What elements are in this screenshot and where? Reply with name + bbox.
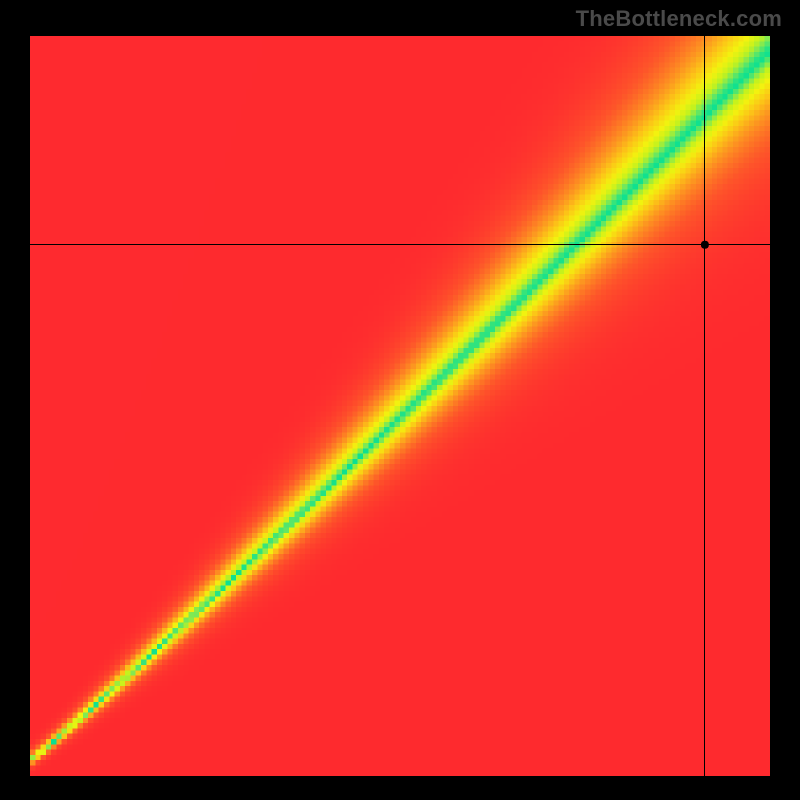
crosshair-dot [30, 36, 770, 776]
heatmap-plot-area [30, 36, 770, 776]
watermark-text: TheBottleneck.com [576, 6, 782, 32]
